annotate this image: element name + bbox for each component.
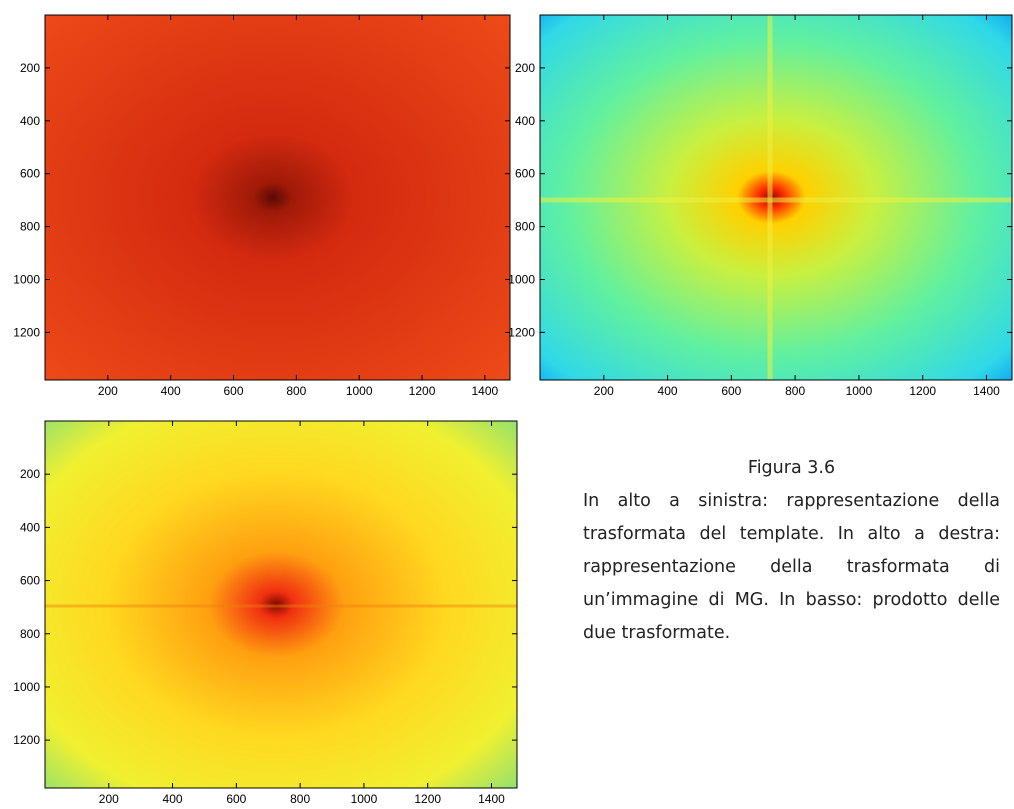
x-tick-label: 1400 (973, 384, 1000, 398)
x-tick-label: 1200 (409, 384, 436, 398)
x-tick-label: 600 (223, 384, 243, 398)
y-tick-label: 400 (20, 520, 40, 534)
x-tick-label: 400 (161, 384, 181, 398)
x-tick-label: 1000 (846, 384, 873, 398)
x-tick-label: 200 (594, 384, 614, 398)
y-tick-label: 800 (20, 220, 40, 234)
y-tick-label: 400 (515, 114, 535, 128)
y-tick-label: 600 (20, 574, 40, 588)
x-tick-label: 200 (99, 792, 119, 806)
x-tick-label: 1400 (478, 792, 505, 806)
x-tick-label: 600 (226, 792, 246, 806)
x-tick-label: 800 (286, 384, 306, 398)
y-tick-label: 400 (20, 114, 40, 128)
y-tick-label: 1000 (13, 272, 40, 286)
caption-text: In alto a sinistra: rappresentazione del… (583, 485, 1000, 650)
plots (45, 15, 1012, 788)
y-tick-label: 200 (20, 467, 40, 481)
x-tick-label: 600 (721, 384, 741, 398)
y-tick-label: 800 (20, 627, 40, 641)
x-tick-label: 1000 (346, 384, 373, 398)
x-tick-label: 800 (290, 792, 310, 806)
y-tick-label: 1200 (13, 325, 40, 339)
y-tick-label: 200 (20, 61, 40, 75)
x-tick-label: 1200 (414, 792, 441, 806)
spectrum-image (45, 15, 510, 380)
x-tick-label: 200 (98, 384, 118, 398)
x-tick-label: 1000 (351, 792, 378, 806)
x-tick-label: 400 (163, 792, 183, 806)
x-tick-label: 1200 (909, 384, 936, 398)
y-tick-label: 200 (515, 61, 535, 75)
y-tick-label: 1200 (508, 325, 535, 339)
caption: Figura 3.6 In alto a sinistra: rappresen… (583, 452, 1000, 650)
y-tick-label: 1000 (13, 680, 40, 694)
y-tick-label: 600 (515, 167, 535, 181)
figure: 200 400 600 800 1000 1200 1400 200 400 600 800 1000… (0, 0, 1014, 809)
y-tick-label: 600 (20, 167, 40, 181)
x-tick-label: 800 (785, 384, 805, 398)
x-tick-label: 400 (658, 384, 678, 398)
caption-title: Figura 3.6 (583, 452, 1000, 485)
y-tick-label: 1200 (13, 733, 40, 747)
y-tick-label: 800 (515, 220, 535, 234)
x-tick-label: 1400 (472, 384, 499, 398)
y-tick-label: 1000 (508, 272, 535, 286)
page: {"chart_data": [ {"type": "image", "xlim… (0, 0, 1014, 809)
